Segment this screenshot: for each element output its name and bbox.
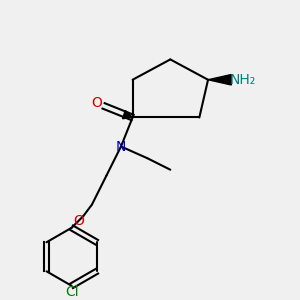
Polygon shape [122,110,133,119]
Text: N: N [116,140,126,154]
Polygon shape [208,74,231,85]
Text: O: O [91,96,102,110]
Text: NH₂: NH₂ [230,73,256,87]
Text: Cl: Cl [65,285,79,298]
Text: O: O [74,214,84,227]
